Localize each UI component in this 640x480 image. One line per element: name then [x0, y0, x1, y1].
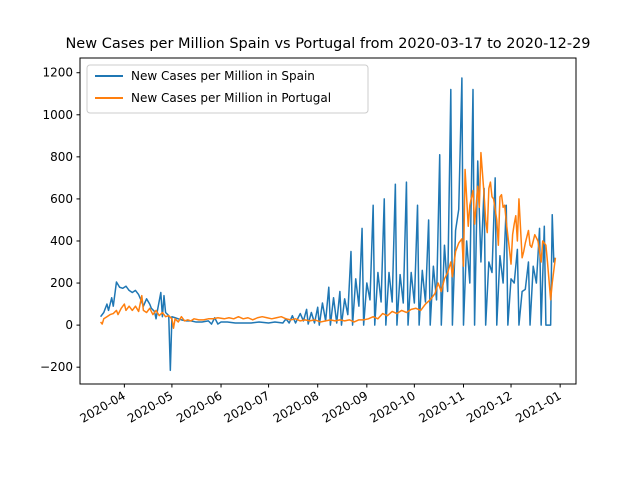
- legend-label-spain: New Cases per Million in Spain: [131, 69, 315, 83]
- y-tick-label: 200: [50, 276, 73, 290]
- y-tick-label: 400: [50, 234, 73, 248]
- x-tick-label: 2020-10: [367, 388, 417, 425]
- x-tick-label: 2020-05: [125, 388, 175, 425]
- y-tick-label: −200: [40, 360, 73, 374]
- series-line-portugal: [100, 151, 557, 330]
- x-tick-label: 2020-12: [464, 388, 514, 425]
- x-tick-label: 2020-08: [271, 388, 321, 425]
- x-tick-label: 2020-09: [320, 388, 370, 425]
- x-tick-label: 2020-04: [77, 388, 127, 425]
- legend-label-portugal: New Cases per Million in Portugal: [131, 91, 331, 105]
- y-tick-label: 0: [65, 318, 73, 332]
- series-layer: [100, 77, 557, 372]
- x-tick-label: 2020-07: [222, 388, 272, 425]
- legend-box: [86, 64, 369, 114]
- y-tick-label: 1000: [42, 108, 73, 122]
- x-tick-label: 2021-01: [513, 388, 563, 425]
- legend: New Cases per Million in Spain New Cases…: [86, 64, 369, 114]
- plot-frame: [79, 57, 577, 385]
- y-tick-label: 1200: [42, 66, 73, 80]
- y-tick-label: 800: [50, 150, 73, 164]
- series-line-spain: [100, 77, 557, 372]
- x-tick-label: 2020-06: [174, 388, 224, 425]
- x-tick-label: 2020-11: [417, 388, 467, 425]
- y-tick-label: 600: [50, 192, 73, 206]
- chart-title: New Cases per Million Spain vs Portugal …: [65, 36, 590, 52]
